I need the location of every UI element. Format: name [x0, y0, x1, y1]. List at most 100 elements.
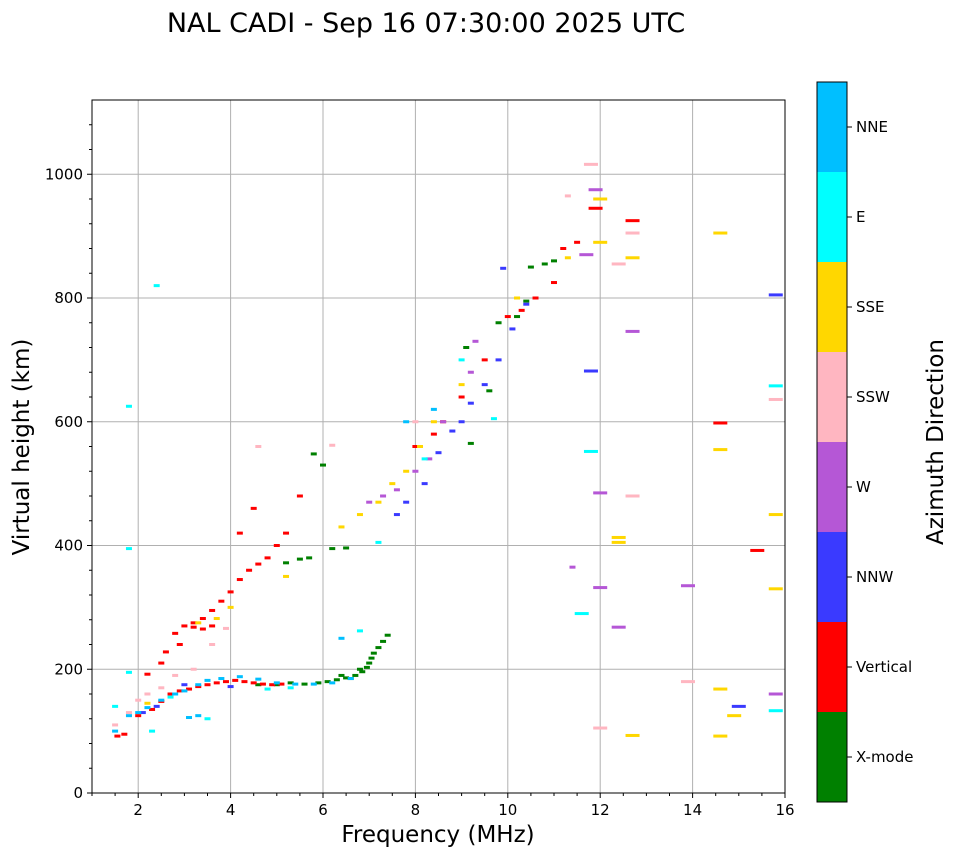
data-point-e [287, 686, 294, 690]
data-point-nnw [393, 513, 400, 517]
data-point-sse [768, 587, 783, 591]
data-point-e [768, 384, 783, 388]
data-point-sse [430, 420, 437, 424]
data-point-vertical [204, 683, 211, 687]
chart-title: NAL CADI - Sep 16 07:30:00 2025 UTC [167, 8, 685, 39]
data-point-ssw [158, 686, 165, 690]
data-point-vertical [430, 432, 437, 436]
data-point-w [472, 339, 479, 343]
data-point-sse [514, 296, 521, 300]
data-point-x-mode [368, 656, 375, 660]
x-tick-label: 4 [226, 801, 236, 819]
data-point-vertical [162, 650, 169, 654]
data-point-nne [218, 677, 225, 681]
data-point-nnw [181, 683, 188, 687]
data-point-sse [144, 701, 151, 705]
data-point-w [366, 500, 373, 504]
data-point-sse [389, 482, 396, 486]
data-point-x-mode [527, 265, 534, 269]
data-point-ssw [412, 420, 419, 424]
data-point-vertical [750, 548, 765, 552]
data-point-x-mode [514, 315, 521, 319]
x-tick-label: 10 [498, 801, 517, 819]
data-point-e [574, 612, 589, 616]
data-point-sse [611, 535, 626, 539]
x-tick-label: 2 [133, 801, 143, 819]
data-point-x-mode [255, 683, 262, 687]
data-point-w [593, 586, 608, 590]
colorbar-frame [816, 81, 848, 803]
data-point-e [167, 695, 174, 699]
data-point-x-mode [296, 557, 303, 561]
data-point-vertical [144, 672, 151, 676]
data-point-w [426, 457, 433, 461]
colorbar-segment [817, 622, 847, 712]
data-point-w [467, 370, 474, 374]
data-point-w [680, 584, 695, 588]
data-point-vertical [222, 680, 229, 684]
data-point-nnw [467, 401, 474, 405]
data-point-vertical [176, 689, 183, 693]
data-point-x-mode [467, 441, 474, 445]
data-point-x-mode [283, 561, 290, 565]
y-tick-label: 200 [54, 660, 83, 678]
data-point-nne [144, 706, 151, 710]
data-point-nne [158, 698, 165, 702]
data-point-nne [347, 677, 354, 681]
data-point-ssw [125, 711, 132, 715]
data-point-vertical [199, 627, 206, 631]
data-point-x-mode [338, 673, 345, 677]
data-point-nnw [403, 500, 410, 504]
data-point-nne [135, 711, 142, 715]
data-point-x-mode [315, 681, 322, 685]
data-point-vertical [241, 680, 248, 684]
y-tick-label: 1000 [45, 165, 83, 183]
data-point-sse [227, 605, 234, 609]
data-point-e [356, 629, 363, 633]
data-point-x-mode [273, 683, 280, 687]
data-point-vertical [560, 247, 567, 250]
data-point-nne [403, 420, 410, 424]
data-point-x-mode [384, 633, 391, 637]
data-point-ssw [625, 231, 640, 235]
colorbar-tick-label: Vertical [856, 658, 912, 676]
data-point-vertical [264, 556, 271, 560]
data-point-sse [403, 469, 410, 473]
y-tick-label: 600 [54, 413, 83, 431]
colorbar-label: Azimuth Direction [923, 339, 949, 545]
y-tick-label: 400 [54, 537, 83, 555]
data-point-e [458, 358, 465, 362]
colorbar-segment [817, 172, 847, 262]
data-point-vertical [283, 531, 290, 535]
colorbar-tick-label: X-mode [856, 748, 913, 766]
data-point-nne [125, 714, 132, 718]
data-point-nne [172, 692, 179, 696]
data-point-nnw [449, 429, 456, 433]
data-point-x-mode [324, 680, 331, 684]
data-point-ssw [172, 673, 179, 677]
data-point-x-mode [375, 646, 382, 650]
data-point-ssw [135, 698, 142, 702]
data-point-vertical [574, 240, 581, 244]
data-point-vertical [481, 358, 488, 362]
data-point-vertical [255, 562, 262, 566]
data-point-nnw [227, 685, 234, 689]
data-point-vertical [412, 445, 419, 448]
data-point-vertical [114, 734, 121, 738]
data-point-vertical [236, 578, 243, 582]
data-point-e [583, 449, 598, 453]
colorbar-tick-label: E [856, 208, 865, 226]
data-point-sse [593, 240, 608, 244]
data-point-nnw [153, 704, 160, 708]
data-point-vertical [232, 678, 239, 682]
data-point-vertical [278, 682, 285, 686]
data-point-x-mode [380, 639, 387, 643]
data-point-w [625, 329, 640, 333]
data-point-e [125, 670, 132, 674]
data-point-nne [186, 716, 193, 720]
data-point-ssw [564, 194, 571, 198]
y-tick-label: 800 [54, 289, 83, 307]
data-point-ssw [190, 667, 197, 671]
x-tick-label: 12 [591, 801, 610, 819]
